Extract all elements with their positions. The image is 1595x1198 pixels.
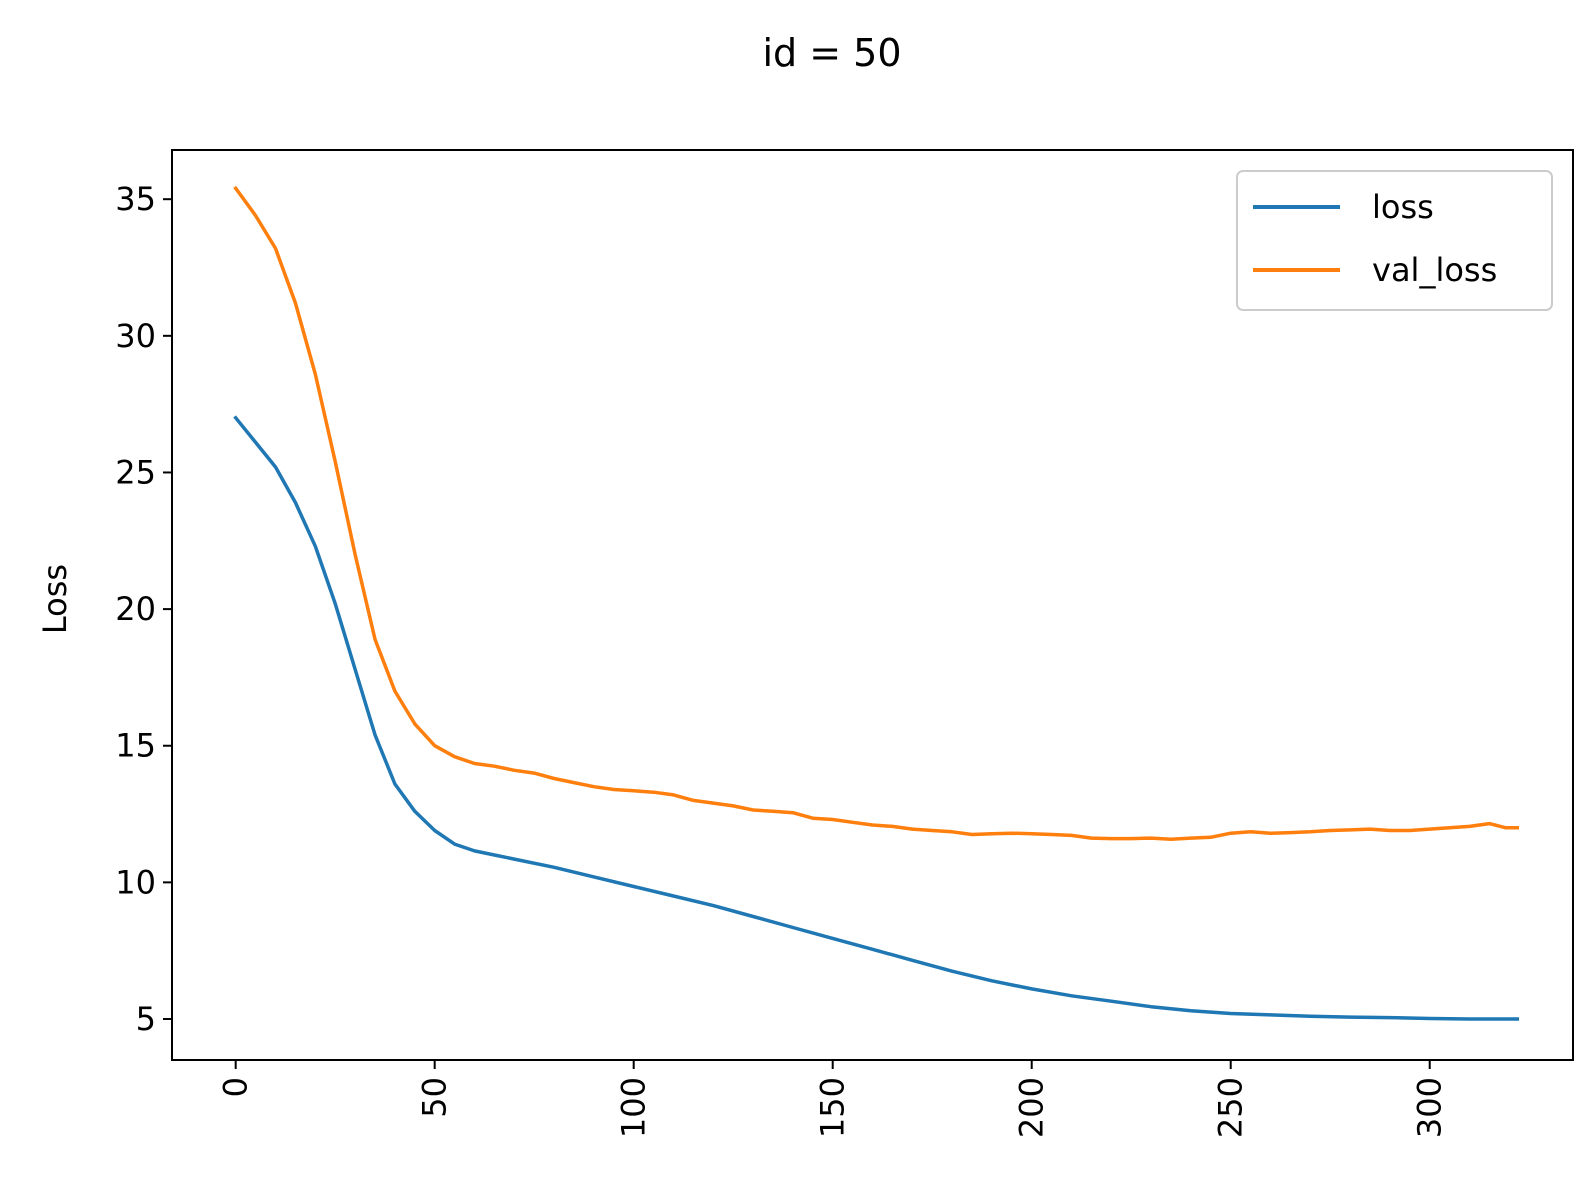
series-line-val-loss [233,185,1520,841]
series-line-loss [233,415,1520,1021]
y-tick-label: 25 [115,453,156,491]
legend[interactable]: loss val_loss [1236,170,1553,311]
y-tick-label: 30 [115,317,156,355]
y-tick-label: 35 [115,180,156,218]
x-axis-ticks: 0 50 100 150 200 250 300 [217,1060,1449,1138]
chart-title: id = 50 [762,31,901,75]
y-tick-label: 5 [136,1000,156,1038]
legend-label: loss [1372,188,1434,226]
x-tick-label: 50 [416,1077,454,1118]
series-lines [233,185,1520,1021]
x-tick-label: 200 [1013,1077,1051,1138]
legend-label: val_loss [1372,251,1497,289]
y-tick-label: 15 [115,727,156,765]
x-tick-label: 100 [615,1077,653,1138]
y-tick-label: 20 [115,590,156,628]
x-tick-label: 0 [217,1077,255,1097]
y-tick-label: 10 [115,863,156,901]
y-axis-ticks: 5 10 15 20 25 30 35 [115,180,172,1038]
x-tick-label: 150 [814,1077,852,1138]
x-tick-label: 250 [1212,1077,1250,1138]
x-tick-label: 300 [1411,1077,1449,1138]
plot-frame [171,149,1574,1061]
y-axis-label: Loss [36,564,74,634]
